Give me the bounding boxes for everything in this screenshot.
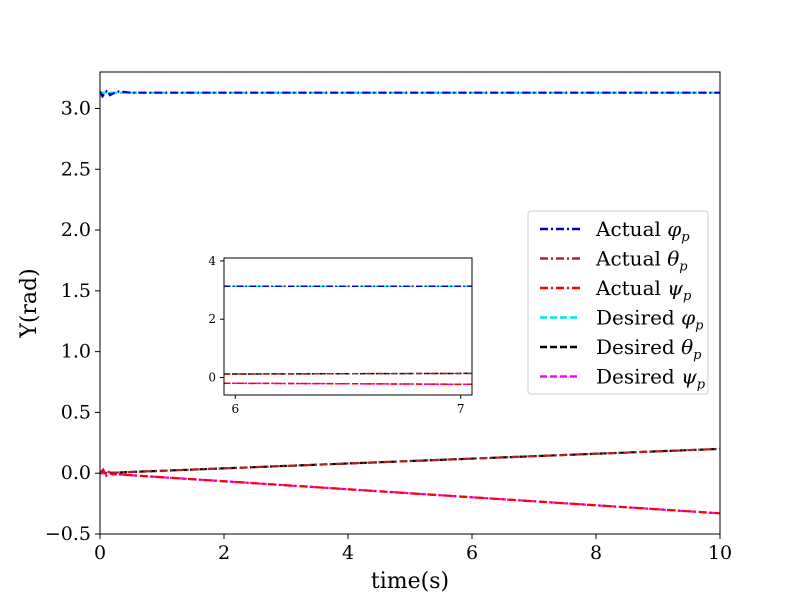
inset-x-tick-label: 7 xyxy=(457,402,465,416)
legend-label-actual-p: Actual θp xyxy=(595,247,688,275)
legend-label-desired-p: Desired ψp xyxy=(596,365,706,393)
y-tick-label: 0.5 xyxy=(61,401,91,423)
x-axis-label: time(s) xyxy=(371,569,449,594)
main-plot-lines xyxy=(99,88,721,515)
legend-label-actual-p: Actual ψp xyxy=(595,276,692,304)
inset-x-tick-label: 6 xyxy=(231,402,239,416)
inset-y-tick-label: 2 xyxy=(208,312,216,326)
y-axis-label: Y(rad) xyxy=(17,268,42,338)
legend-label-actual-p: Actual φp xyxy=(595,217,690,245)
y-tick-label: 2.0 xyxy=(61,219,91,241)
x-tick-label: 0 xyxy=(94,542,106,564)
inset-series-line-3 xyxy=(223,372,473,375)
y-tick-label: 3.0 xyxy=(61,97,91,119)
y-tick-label: 2.5 xyxy=(61,158,91,180)
series-line-desired-p xyxy=(99,472,721,515)
x-tick-label: 10 xyxy=(708,542,732,564)
series-line-actual-p xyxy=(99,467,721,515)
y-tick-label: 1.5 xyxy=(61,280,91,302)
inset-plot-lines xyxy=(223,285,473,386)
x-tick-label: 2 xyxy=(218,542,230,564)
x-axis: 0 2 4 6 8 10 xyxy=(94,534,732,564)
inset-y-tick-label: 4 xyxy=(208,254,216,268)
inset-frame xyxy=(223,257,473,396)
legend-label-desired-p: Desired φp xyxy=(596,306,704,334)
y-tick-label: 1.0 xyxy=(61,341,91,363)
series-line-actual-p xyxy=(99,88,720,99)
legend-box xyxy=(527,210,709,395)
legend-label-desired-p: Desired θp xyxy=(596,335,702,363)
x-tick-label: 4 xyxy=(342,542,354,564)
plot-frame xyxy=(99,71,721,535)
y-tick-label: −0.5 xyxy=(45,523,91,545)
x-tick-label: 8 xyxy=(590,542,602,564)
y-axis: −0.5 0.0 0.5 1.0 1.5 2.0 2.5 3.0 xyxy=(45,97,100,545)
inset-y-axis: 0 2 4 xyxy=(208,254,224,385)
x-tick-label: 6 xyxy=(466,542,478,564)
inset-y-tick-label: 0 xyxy=(208,371,216,385)
inset-series-line-5 xyxy=(223,382,473,386)
y-tick-label: 0.0 xyxy=(61,462,91,484)
inset-background xyxy=(224,258,472,395)
